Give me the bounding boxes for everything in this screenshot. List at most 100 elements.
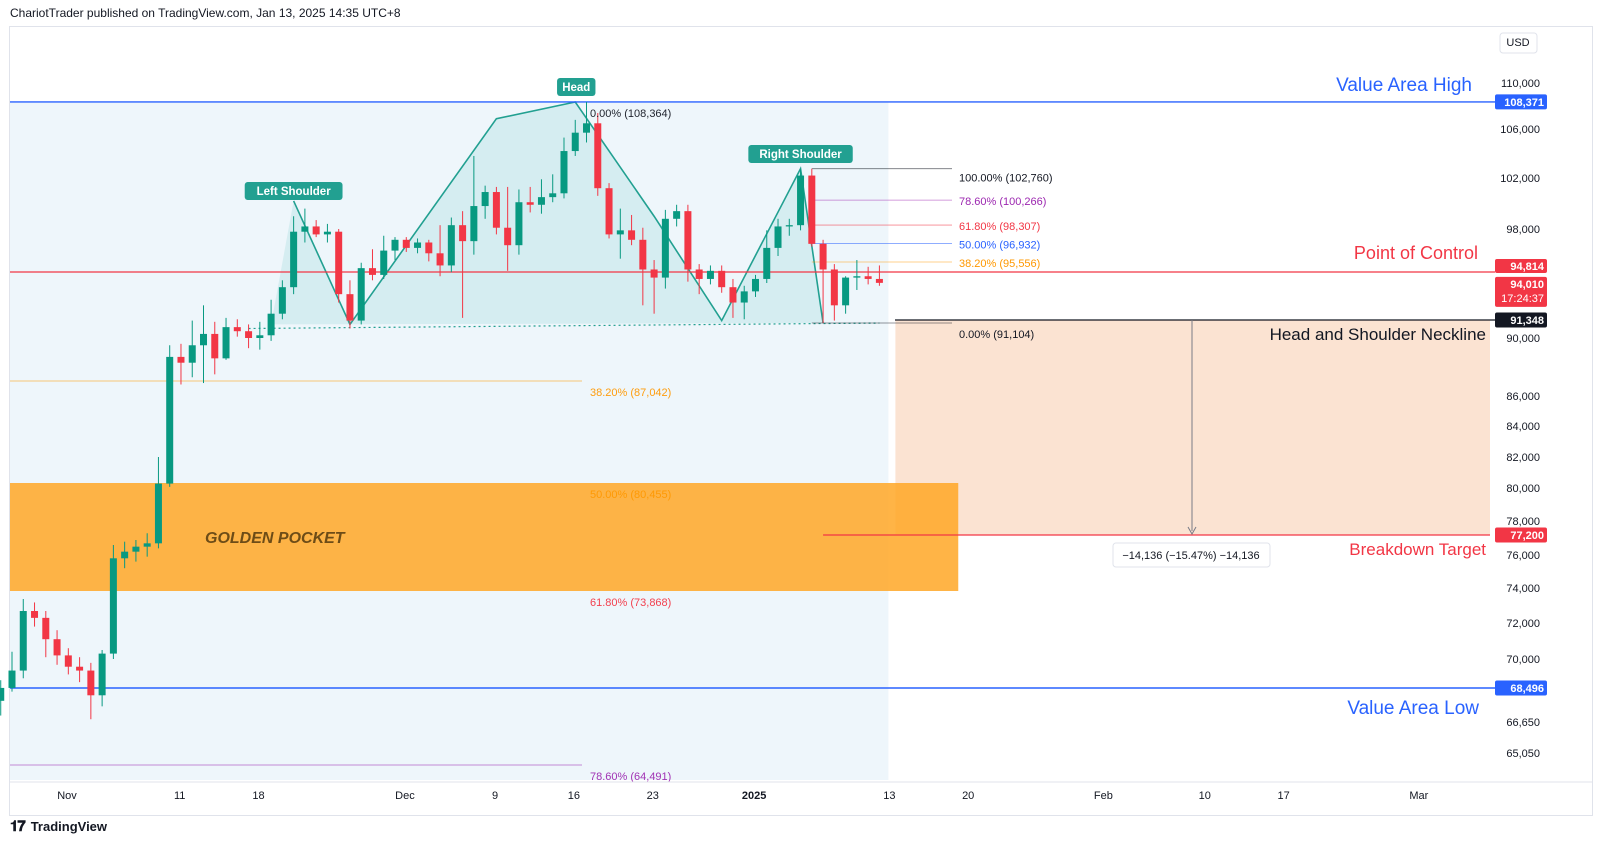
candle-body <box>583 123 591 133</box>
candle-body <box>763 247 771 279</box>
candle-body <box>504 227 512 246</box>
candle-body <box>616 230 624 235</box>
candle <box>121 541 129 569</box>
candle <box>98 650 106 707</box>
candle-body <box>132 546 140 552</box>
candle-body <box>774 226 782 248</box>
candle <box>763 230 771 283</box>
y-tick-label: 98,000 <box>1506 224 1540 236</box>
candle <box>515 189 523 255</box>
right-shoulder-label: Right Shoulder <box>759 149 842 161</box>
candle-body <box>278 287 286 314</box>
candle <box>853 260 861 290</box>
candle <box>132 540 140 562</box>
candles-layer <box>0 102 883 720</box>
candle-body <box>808 175 816 244</box>
measure-tooltip-bg <box>1112 542 1271 568</box>
candle-body <box>526 202 534 205</box>
candle <box>31 602 39 627</box>
candle <box>109 545 117 659</box>
last-price-tag: 94,010 <box>1510 279 1544 291</box>
candle-body <box>875 278 883 283</box>
candle <box>470 155 478 255</box>
golden-pocket-zone <box>10 483 959 591</box>
candle-body <box>166 356 174 484</box>
fib-small-label: 50.00% (96,932) <box>959 239 1040 251</box>
y-tick-label: 66,650 <box>1506 717 1540 729</box>
candle <box>267 299 275 341</box>
candle-body <box>8 670 16 688</box>
candle-body <box>819 243 827 270</box>
candle <box>301 208 309 243</box>
fib-small-label: 78.60% (100,266) <box>959 196 1046 208</box>
candle-body <box>425 242 433 254</box>
candle <box>537 179 545 214</box>
currency-label: USD <box>1506 37 1529 49</box>
candle <box>695 264 703 295</box>
candle <box>808 168 816 247</box>
candle <box>8 651 16 692</box>
candle <box>864 266 872 285</box>
y-tick-label: 70,000 <box>1506 654 1540 666</box>
fib-large-label: 78.60% (64,491) <box>590 771 671 783</box>
candle-body <box>357 268 365 321</box>
candle-body <box>718 270 726 288</box>
candle <box>42 611 50 658</box>
candle <box>278 280 286 320</box>
candle <box>200 305 208 384</box>
candle <box>166 345 174 487</box>
breakdown-target-label: Breakdown Target <box>1349 540 1486 559</box>
candle <box>19 599 27 679</box>
candle-body <box>447 225 455 266</box>
candle-body <box>560 151 568 194</box>
candle-body <box>290 231 298 288</box>
candle <box>222 317 230 360</box>
candle <box>425 239 433 262</box>
y-tick-label: 76,000 <box>1506 550 1540 562</box>
candle-body <box>312 226 320 235</box>
point-of-control-label: Point of Control <box>1354 243 1478 263</box>
candle <box>256 321 264 350</box>
y-tick-label: 74,000 <box>1506 583 1540 595</box>
candle <box>616 208 624 259</box>
tradingview-footer[interactable]: 𝟏𝟕 TradingView <box>10 818 107 835</box>
candle <box>312 220 320 238</box>
fib-small-label: 61.80% (98,307) <box>959 221 1040 233</box>
candle-body <box>233 327 241 332</box>
candle-body <box>109 558 117 654</box>
candle <box>53 630 61 665</box>
fib-small-label: 100.00% (102,760) <box>959 173 1053 185</box>
candle <box>583 102 591 143</box>
candle <box>211 321 219 375</box>
candle <box>526 186 534 213</box>
candle-body <box>0 687 5 701</box>
x-tick-label: 9 <box>492 790 498 802</box>
candle <box>447 217 455 273</box>
levels-layer <box>10 101 1495 766</box>
fib-large-label: 38.20% (87,042) <box>590 387 671 399</box>
point-of-control-tag: 94,814 <box>1510 261 1545 273</box>
candle <box>177 343 185 385</box>
candle <box>718 265 726 293</box>
candle-body <box>53 639 61 656</box>
candle-body <box>537 197 545 205</box>
candle <box>380 235 388 279</box>
candle-body <box>98 653 106 696</box>
candle-body <box>628 230 636 240</box>
candle-body <box>864 276 872 279</box>
y-tick-label: 82,000 <box>1506 452 1540 464</box>
value-area-low-tag: 68,496 <box>1510 683 1544 695</box>
candle-body <box>842 277 850 306</box>
candle-body <box>695 269 703 279</box>
candle <box>628 214 636 246</box>
candle <box>797 169 805 231</box>
candle-body <box>380 250 388 275</box>
candle-body <box>323 231 331 235</box>
last-price-tag-bg <box>1495 276 1547 307</box>
target-zone <box>895 320 1490 535</box>
chart-frame <box>9 26 1593 816</box>
tv-logo-icon: 𝟏𝟕 <box>10 818 26 835</box>
candle <box>143 533 151 557</box>
candle-body <box>740 291 748 303</box>
